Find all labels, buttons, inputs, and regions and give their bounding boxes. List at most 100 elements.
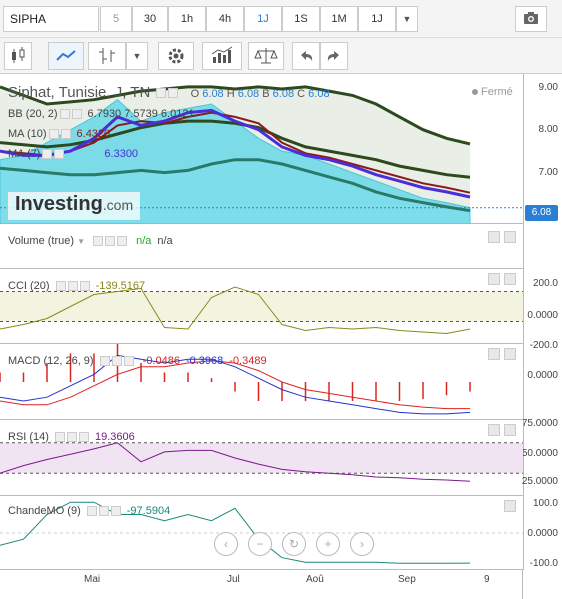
volume-legend: Volume (true) ▼ n/a n/a xyxy=(8,235,173,247)
timeframe-5[interactable]: 5 xyxy=(100,6,132,32)
rsi-legend: RSI (14) 19.3606 xyxy=(8,431,135,443)
chande-legend: ChandeMO (9) -97.5904 xyxy=(8,505,171,517)
x-label-jul: Jul xyxy=(227,574,240,585)
macd-up-button[interactable] xyxy=(488,348,500,360)
undo-icon xyxy=(301,51,313,61)
chart-toolbar: ▼ xyxy=(0,38,562,74)
ohlc-bars-button[interactable] xyxy=(88,42,126,70)
timeframe-1j-year[interactable]: 1J xyxy=(358,6,396,32)
macd-tick-0: 0.0000 xyxy=(527,370,558,381)
chande-panel: ChandeMO (9) -97.5904 xyxy=(0,496,523,570)
price-panel: Investing.com Siphat, Tunisie, J, TN O 6… xyxy=(0,74,523,224)
ma10-legend: MA (10) 6.4320 xyxy=(8,128,111,140)
indicators-icon xyxy=(211,46,233,63)
camera-icon xyxy=(524,12,538,24)
chart-title: Siphat, Tunisie, J, TN O 6.08 H 6.08 B 6… xyxy=(8,84,330,101)
chart-type-dropdown[interactable]: ▼ xyxy=(126,42,148,70)
bb-upper-line xyxy=(0,85,471,146)
cci-legend: CCI (20) -139.5167 xyxy=(8,280,146,292)
ohlc-bars-icon xyxy=(99,48,115,64)
chande-tick-100: 100.0 xyxy=(532,498,558,509)
y-tick-7: 7.00 xyxy=(538,167,558,178)
rsi-up-button[interactable] xyxy=(488,424,500,436)
reset-button[interactable]: ↻ xyxy=(282,532,306,556)
volume-panel: Volume (true) ▼ n/a n/a xyxy=(0,224,523,269)
status-dot-icon xyxy=(472,89,478,95)
x-label-mai: Mai xyxy=(84,574,101,585)
top-bar: SIPHA 5 30 1h 4h 1J 1S 1M 1J ▼ xyxy=(0,0,562,38)
chande-up-button[interactable] xyxy=(504,500,516,512)
macd-line xyxy=(0,354,471,415)
instrument-name: Siphat, Tunisie, J, TN xyxy=(8,84,151,101)
investing-watermark: Investing.com xyxy=(8,192,141,220)
rsi-chart xyxy=(0,442,523,482)
cci-chart xyxy=(0,286,523,335)
cci-tick-0: 0.0000 xyxy=(527,310,558,321)
line-chart-icon xyxy=(56,50,76,61)
ohlc-readout: O 6.08 H 6.08 B 6.08 C 6.08 xyxy=(190,88,330,100)
ma10-settings-icon[interactable] xyxy=(48,129,59,140)
macd-legend: MACD (12, 26, 9) -0.0486 -0.3968 -0.3489 xyxy=(8,355,267,367)
x-label-aou: Aoû xyxy=(306,574,324,585)
symbol-input[interactable]: SIPHA xyxy=(3,6,99,32)
rsi-tick-75: 75.0000 xyxy=(521,418,558,429)
ma7-settings-icon[interactable] xyxy=(42,149,53,160)
chande-tick-0: 0.0000 xyxy=(527,528,558,539)
ma10-close-icon[interactable] xyxy=(60,129,71,140)
ma7-close-icon[interactable] xyxy=(54,149,65,160)
redo-icon xyxy=(327,51,339,61)
settings-mini-icon[interactable] xyxy=(156,88,167,99)
cci-tick-200: 200.0 xyxy=(532,278,558,289)
chande-line xyxy=(0,501,471,564)
indicators-button[interactable] xyxy=(202,42,242,70)
macd-panel: MACD (12, 26, 9) -0.0486 -0.3968 -0.3489 xyxy=(0,344,523,420)
bb-settings-icon[interactable] xyxy=(59,109,70,120)
time-axis: Mai Jul Aoû Sep 9 xyxy=(0,570,523,599)
y-tick-8: 8.00 xyxy=(538,124,558,135)
settings-button[interactable] xyxy=(158,42,194,70)
rsi-tick-50: 50.0000 xyxy=(521,448,558,459)
candlestick-button[interactable] xyxy=(4,42,32,70)
timeframe-1m[interactable]: 1M xyxy=(320,6,358,32)
cci-panel: CCI (20) -139.5167 xyxy=(0,269,523,344)
zoom-out-button[interactable]: − xyxy=(248,532,272,556)
timeframe-1h[interactable]: 1h xyxy=(168,6,206,32)
chande-chart xyxy=(0,501,523,564)
scroll-right-button[interactable]: › xyxy=(350,532,374,556)
cci-down-button[interactable] xyxy=(504,273,516,285)
macd-signal-line xyxy=(0,360,470,410)
line-chart-button[interactable] xyxy=(48,42,84,70)
redo-button[interactable] xyxy=(320,42,348,70)
compare-button[interactable] xyxy=(248,42,284,70)
market-status: Fermé xyxy=(472,86,513,98)
timeframe-dropdown[interactable]: ▼ xyxy=(396,6,418,32)
camera-button[interactable] xyxy=(515,6,547,32)
timeframe-30[interactable]: 30 xyxy=(132,6,168,32)
undo-button[interactable] xyxy=(292,42,320,70)
chande-tick-neg100: -100.0 xyxy=(529,558,558,569)
volume-down-button[interactable] xyxy=(504,231,516,243)
zoom-in-button[interactable]: + xyxy=(316,532,340,556)
volume-up-button[interactable] xyxy=(488,231,500,243)
watermark-brand: Investing xyxy=(15,193,103,215)
cci-up-button[interactable] xyxy=(488,273,500,285)
bb-lower-line xyxy=(0,158,471,213)
rsi-down-button[interactable] xyxy=(504,424,516,436)
timeframe-1s[interactable]: 1S xyxy=(282,6,320,32)
candlestick-icon xyxy=(12,47,25,63)
bb-legend: BB (20, 2) 6.7930 7.5739 6.0121 xyxy=(8,108,195,120)
watermark-suffix: .com xyxy=(102,197,134,213)
last-price-badge: 6.08 xyxy=(525,205,558,221)
cci-band xyxy=(0,291,523,322)
scale-icon xyxy=(254,48,278,64)
ma7-line xyxy=(0,108,471,199)
bb-close-icon[interactable] xyxy=(71,109,82,120)
timeframe-4h[interactable]: 4h xyxy=(206,6,244,32)
rsi-panel: RSI (14) 19.3606 xyxy=(0,420,523,496)
rsi-tick-25: 25.0000 xyxy=(521,476,558,487)
timeframe-1j-day[interactable]: 1J xyxy=(244,6,282,32)
gear-icon xyxy=(168,48,184,64)
close-mini-icon[interactable] xyxy=(168,88,179,99)
macd-down-button[interactable] xyxy=(504,348,516,360)
scroll-left-button[interactable]: ‹ xyxy=(214,532,238,556)
